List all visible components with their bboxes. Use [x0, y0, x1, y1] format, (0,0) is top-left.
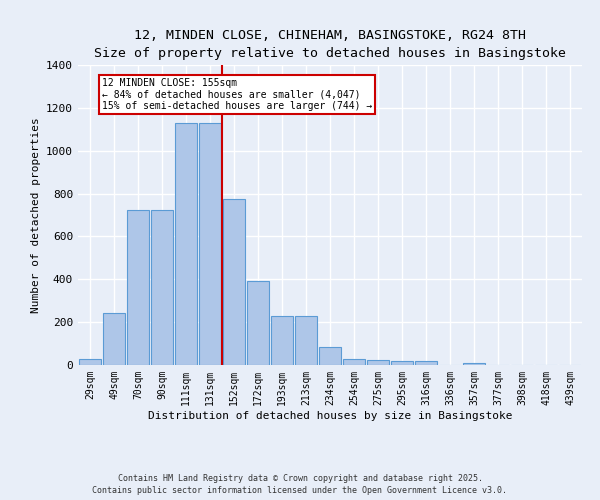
- Bar: [343, 358, 365, 365]
- Bar: [175, 123, 197, 365]
- Title: 12, MINDEN CLOSE, CHINEHAM, BASINGSTOKE, RG24 8TH
Size of property relative to d: 12, MINDEN CLOSE, CHINEHAM, BASINGSTOKE,…: [94, 28, 566, 60]
- Bar: [247, 282, 269, 365]
- Bar: [319, 347, 341, 365]
- Bar: [127, 210, 149, 365]
- X-axis label: Distribution of detached houses by size in Basingstoke: Distribution of detached houses by size …: [148, 410, 512, 420]
- Bar: [199, 123, 221, 365]
- Bar: [223, 199, 245, 365]
- Bar: [271, 316, 293, 365]
- Bar: [391, 360, 413, 365]
- Bar: [103, 312, 125, 365]
- Bar: [151, 210, 173, 365]
- Text: Contains HM Land Registry data © Crown copyright and database right 2025.
Contai: Contains HM Land Registry data © Crown c…: [92, 474, 508, 495]
- Bar: [367, 360, 389, 365]
- Y-axis label: Number of detached properties: Number of detached properties: [31, 117, 41, 313]
- Bar: [463, 363, 485, 365]
- Text: 12 MINDEN CLOSE: 155sqm
← 84% of detached houses are smaller (4,047)
15% of semi: 12 MINDEN CLOSE: 155sqm ← 84% of detache…: [102, 78, 372, 111]
- Bar: [79, 358, 101, 365]
- Bar: [415, 360, 437, 365]
- Bar: [295, 316, 317, 365]
